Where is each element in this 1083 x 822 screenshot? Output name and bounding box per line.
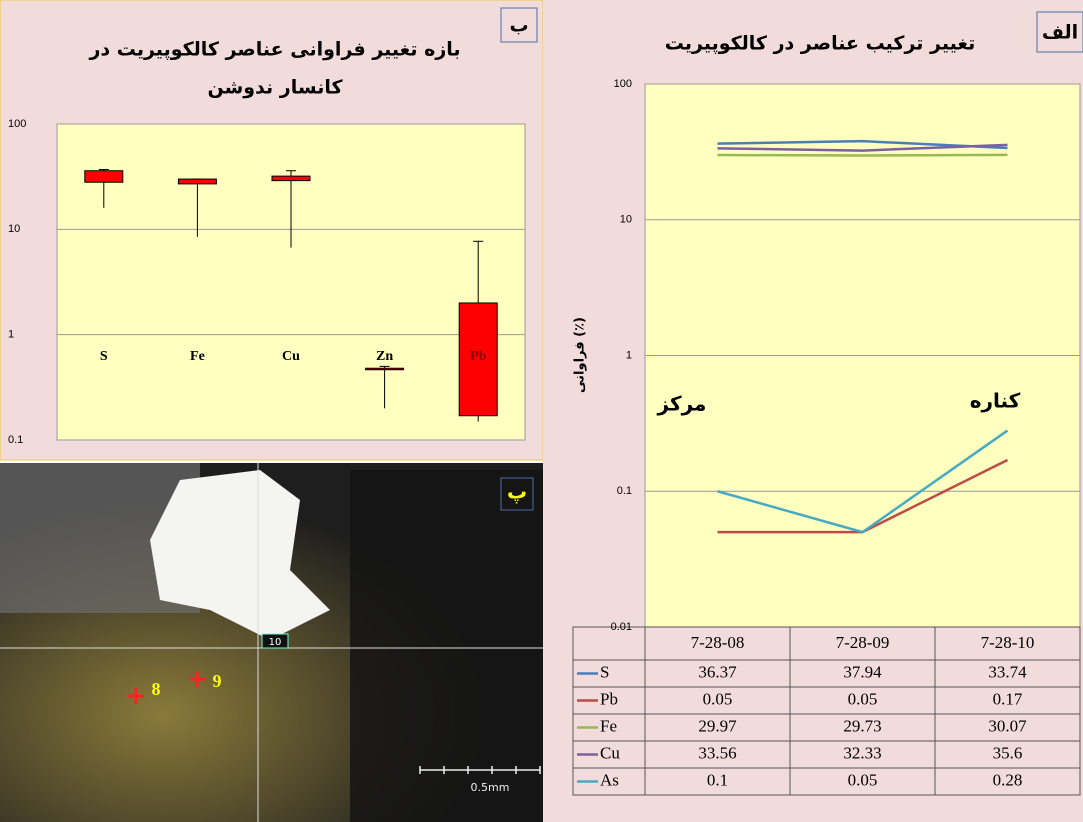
panel-label: ب (509, 15, 528, 37)
x-tick-label: 7-28-08 (691, 633, 745, 652)
point-label: 10 (269, 637, 282, 648)
y-tick-label: 1 (8, 329, 14, 341)
table-cell: 33.56 (698, 743, 736, 762)
legend-label: Pb (600, 689, 618, 708)
category-label: Zn (376, 349, 393, 364)
table-cell: 30.07 (988, 716, 1027, 735)
table-cell: 35.6 (993, 743, 1023, 762)
table-cell: 37.94 (843, 662, 882, 681)
legend-label: As (600, 770, 619, 789)
x-tick-label: 7-28-10 (981, 633, 1035, 652)
point-marker (128, 671, 205, 704)
series-line (717, 429, 1009, 534)
panel-label: پ (507, 480, 527, 504)
table-grid (572, 626, 1081, 796)
category-label: Pb (470, 349, 487, 364)
chart-title: تغییر ترکیب عناصر در کالکوپیریت (665, 33, 976, 55)
legend-label: Cu (600, 743, 620, 762)
box (458, 302, 498, 417)
box (271, 175, 311, 182)
panel-label: الف (1042, 22, 1078, 44)
y-axis-label: فراوانی (٪) (573, 317, 588, 393)
table-cell: 0.05 (703, 689, 733, 708)
annotation: مرکز (657, 392, 707, 416)
y-tick-label: 100 (8, 118, 26, 130)
x-tick-label: 7-28-09 (836, 633, 890, 652)
y-tick-label: 0.1 (8, 434, 23, 446)
scale-label: 0.5mm (471, 781, 510, 794)
panel-label-box (500, 477, 534, 511)
chart-title: بازه تغییر فراوانی عناصر کالکوپیریت در (88, 39, 460, 61)
table-cell: 33.74 (988, 662, 1027, 681)
table-cell: 29.73 (843, 716, 881, 735)
box (177, 178, 217, 185)
point-label-box (261, 633, 289, 649)
category-label: Cu (282, 349, 300, 364)
category-label: Fe (190, 349, 205, 364)
series-line (717, 153, 1008, 157)
table-cell: 36.37 (698, 662, 737, 681)
category-label: S (100, 349, 108, 364)
table-cell: 0.28 (993, 770, 1023, 789)
point-label: 9 (213, 671, 222, 691)
chart-title: کانسار ندوشن (207, 77, 343, 99)
y-tick-label: 1 (626, 349, 632, 361)
panel-label-box (500, 7, 538, 43)
photo-bright-grain (150, 470, 330, 640)
panel-label-box (1036, 11, 1083, 53)
series-line (717, 143, 1008, 152)
table-cell: 29.97 (698, 716, 737, 735)
y-tick-label: 0.01 (611, 621, 632, 633)
table-cell: 0.05 (848, 770, 878, 789)
point-label: 8 (152, 679, 161, 699)
table-cell: 0.1 (707, 770, 728, 789)
table-border (572, 626, 1081, 796)
scale-bar (419, 766, 541, 774)
annotation: کناره (970, 389, 1021, 413)
legend-label: Fe (600, 716, 617, 735)
y-tick-label: 10 (8, 223, 20, 235)
table-cell: 0.05 (848, 689, 878, 708)
table-cell: 32.33 (843, 743, 881, 762)
table-cell: 0.17 (993, 689, 1023, 708)
box (365, 367, 405, 371)
box (84, 170, 124, 183)
y-tick-label: 100 (614, 78, 632, 90)
legend-label: S (600, 662, 609, 681)
y-tick-label: 10 (620, 214, 632, 226)
y-tick-label: 0.1 (617, 485, 632, 497)
photo-region (350, 470, 543, 822)
